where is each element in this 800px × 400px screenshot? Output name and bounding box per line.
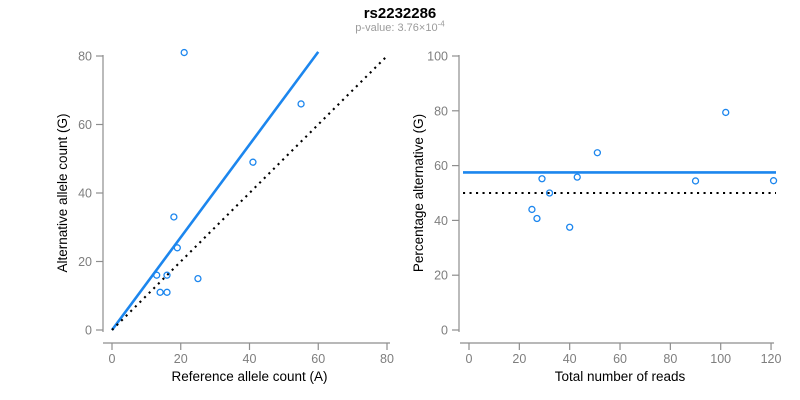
x-tick-label: 80 [380, 352, 394, 366]
pvalue-exponent: -4 [437, 19, 445, 29]
y-tick-label: 80 [434, 104, 448, 118]
figure-header: rs2232286 p-value: 3.76×10-4 [0, 5, 800, 35]
data-point [163, 271, 171, 279]
data-point [180, 48, 188, 57]
data-point [173, 244, 181, 252]
plot-subtitle: p-value: 3.76×10-4 [0, 19, 800, 35]
data-point [163, 288, 171, 296]
plot-title: rs2232286 [363, 5, 437, 22]
pvalue-text: p-value: 3.76×10 [355, 22, 438, 34]
y-tick-label: 40 [78, 187, 92, 201]
x-tick-label: 60 [311, 352, 325, 366]
x-tick-label: 120 [761, 352, 782, 366]
right-panel: 0 20 40 60 80 100 0 20 40 60 80 100 120 Total number … [411, 50, 782, 385]
data-point [194, 274, 202, 283]
x-tick-label: 60 [613, 352, 627, 366]
right-y-axis-title: Percentage alternative (G) [411, 114, 426, 272]
left-x-axis-title: Reference allele count (A) [171, 369, 327, 384]
left-panel: 0 20 40 60 80 0 20 40 60 80 Reference allele count… [55, 48, 394, 384]
identity-line [111, 55, 388, 331]
x-tick-label: 100 [710, 352, 731, 366]
data-point [249, 158, 257, 166]
y-tick-label: 20 [434, 269, 448, 283]
left-y-axis-title: Alternative allele count (G) [55, 113, 70, 272]
data-point [566, 223, 574, 231]
data-point [691, 177, 700, 185]
y-tick-label: 20 [78, 255, 92, 269]
x-tick-label: 0 [466, 352, 473, 366]
data-point [545, 189, 554, 197]
data-point [528, 205, 536, 214]
x-tick-label: 40 [563, 352, 577, 366]
x-tick-label: 20 [512, 352, 526, 366]
y-tick-label: 0 [441, 324, 448, 338]
data-point [153, 271, 161, 279]
data-point [538, 175, 546, 183]
data-point [593, 149, 602, 157]
fit-line [110, 51, 320, 331]
x-tick-label: 0 [109, 352, 116, 366]
data-point [156, 288, 164, 296]
x-tick-label: 80 [663, 352, 677, 366]
data-point [170, 213, 178, 221]
y-tick-label: 0 [85, 324, 92, 338]
x-tick-label: 20 [174, 352, 188, 366]
data-point [722, 108, 730, 117]
y-tick-label: 60 [434, 159, 448, 173]
right-x-axis-title: Total number of reads [555, 369, 686, 384]
y-tick-label: 40 [434, 214, 448, 228]
data-point [573, 173, 581, 181]
data-point [533, 214, 541, 223]
y-tick-label: 60 [78, 118, 92, 132]
data-point [769, 177, 778, 185]
x-tick-label: 40 [243, 352, 257, 366]
y-tick-label: 80 [78, 50, 92, 64]
data-point [297, 100, 305, 108]
y-tick-label: 100 [427, 50, 448, 64]
